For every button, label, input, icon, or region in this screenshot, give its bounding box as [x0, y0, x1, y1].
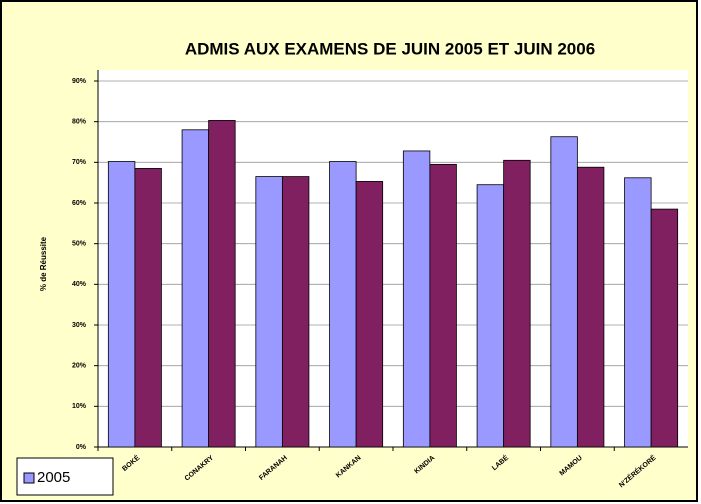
y-tick-label: 90% — [72, 78, 87, 85]
y-axis-label: % de Réussite — [39, 236, 48, 291]
bar — [650, 208, 679, 448]
y-tick-label: 20% — [72, 363, 87, 370]
bar — [402, 150, 431, 448]
bar — [329, 161, 357, 448]
bar — [476, 184, 505, 448]
bar — [550, 136, 578, 448]
y-tick-label: 50% — [72, 241, 87, 248]
y-tick-label: 10% — [72, 403, 87, 410]
y-tick-label: 30% — [72, 322, 87, 329]
bar — [576, 166, 605, 448]
y-tick-label: 70% — [72, 159, 87, 166]
bar — [429, 163, 457, 448]
bar — [281, 176, 310, 448]
bar — [107, 161, 136, 448]
bar — [503, 159, 531, 448]
y-tick-label: 0% — [76, 444, 87, 451]
bar — [181, 129, 210, 448]
bar — [208, 120, 236, 448]
legend-label: 2005 — [37, 469, 70, 486]
y-tick-label: 60% — [72, 200, 87, 207]
chart-title: ADMIS AUX EXAMENS DE JUIN 2005 ET JUIN 2… — [185, 39, 595, 58]
bar — [355, 181, 384, 448]
y-tick-label: 80% — [72, 119, 87, 126]
bar — [255, 176, 283, 448]
legend-swatch — [23, 472, 35, 484]
bar — [624, 177, 652, 448]
bar — [134, 168, 162, 448]
y-tick-label: 40% — [72, 281, 87, 288]
